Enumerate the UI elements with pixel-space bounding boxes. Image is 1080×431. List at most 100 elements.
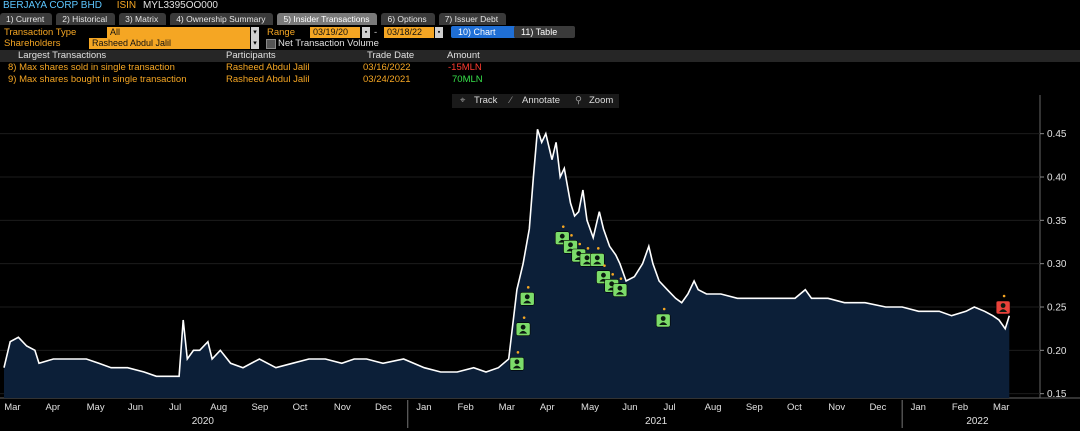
row-amount: -15MLN (448, 62, 482, 73)
row-amount: 70MLN (452, 74, 483, 85)
y-tick-label: 0.45 (1047, 129, 1067, 140)
tab-options[interactable]: 6) Options (381, 13, 435, 25)
x-tick-label: Nov (828, 402, 845, 413)
trade-dot (570, 234, 573, 237)
x-tick-label: Dec (869, 402, 886, 413)
row-label: 8) Max shares sold in single transaction (8, 62, 175, 73)
trade-dot (522, 316, 526, 319)
x-tick-label: Aug (705, 402, 722, 413)
x-tick-label: Aug (210, 402, 227, 413)
isin-value: MYL3395OO000 (142, 0, 218, 11)
range-end-calendar-icon[interactable]: ▪ (435, 27, 443, 38)
shareholders-dropdown-icon[interactable]: ▾ (251, 38, 259, 49)
magnifier-icon[interactable]: ⚲ (575, 95, 582, 106)
tab-matrix[interactable]: 3) Matrix (119, 13, 167, 25)
tab-insider-transactions[interactable]: 5) Insider Transactions (277, 13, 378, 25)
annotate-button[interactable]: Annotate (522, 95, 561, 106)
price-area (4, 129, 1010, 399)
buy-marker[interactable] (612, 283, 628, 297)
range-start-input[interactable]: 03/19/20 (310, 27, 360, 38)
buy-marker[interactable] (563, 240, 578, 254)
transaction-type-label: Transaction Type (4, 27, 77, 38)
x-tick-label: Jun (128, 402, 143, 413)
row-participant: Rasheed Abdul Jalil (226, 62, 310, 73)
trade-dot (516, 351, 520, 354)
year-label: 2021 (645, 416, 668, 427)
tab-issuer-debt[interactable]: 7) Issuer Debt (438, 13, 507, 25)
x-tick-label: Nov (334, 402, 351, 413)
buy-marker[interactable] (509, 357, 525, 371)
net-volume-checkbox[interactable] (266, 39, 276, 49)
y-tick-label: 0.35 (1047, 216, 1067, 227)
buy-marker[interactable] (515, 322, 531, 336)
x-tick-label: Oct (787, 402, 802, 413)
buy-marker[interactable] (519, 292, 535, 306)
trade-dot (578, 242, 582, 246)
trade-dot (526, 286, 530, 289)
shareholders-select[interactable]: Rasheed Abdul Jalil (89, 38, 250, 49)
col-participants[interactable]: Participants (226, 50, 276, 61)
x-tick-label: Sep (746, 402, 763, 413)
pencil-icon[interactable]: ⁄ (510, 95, 512, 106)
col-amount[interactable]: Amount (447, 50, 480, 61)
x-tick-label: May (87, 402, 105, 413)
transaction-type-dropdown-icon[interactable]: ▾ (251, 27, 259, 38)
row-participant: Rasheed Abdul Jalil (226, 74, 310, 85)
x-tick-label: Jan (416, 402, 431, 413)
buy-marker[interactable] (554, 231, 570, 245)
range-separator: - (374, 27, 378, 38)
range-label: Range (267, 27, 295, 38)
x-tick-label: Feb (952, 402, 968, 413)
x-tick-label: Jan (911, 402, 926, 413)
buy-marker[interactable] (579, 253, 595, 267)
col-largest-transactions[interactable]: Largest Transactions (18, 50, 107, 61)
x-tick-label: Dec (375, 402, 392, 413)
range-end-input[interactable]: 03/18/22 (384, 27, 434, 38)
security-header: BERJAYA CORP BHD ISIN MYL3395OO000 (0, 0, 1080, 12)
row-date: 03/16/2022 (363, 62, 411, 73)
zoom-button[interactable]: Zoom (589, 95, 614, 106)
x-tick-label: Jun (622, 402, 637, 413)
summary-table-header: Largest Transactions Participants Trade … (0, 50, 1080, 62)
buy-marker[interactable] (655, 313, 671, 328)
tab-historical[interactable]: 2) Historical (56, 13, 116, 25)
x-tick-label: Oct (293, 402, 308, 413)
chart-toolbar: ⌖ Track ⁄ Annotate ⚲ Zoom (452, 94, 619, 108)
trade-dot (662, 307, 666, 311)
trade-dot (586, 247, 590, 250)
row-label: 9) Max shares bought in single transacti… (8, 74, 187, 85)
function-tabs: 1) Current 2) Historical 3) Matrix 4) Ow… (0, 13, 507, 25)
year-label: 2022 (966, 416, 989, 427)
trade-dot (596, 247, 600, 250)
trade-dot (611, 273, 614, 276)
buy-marker[interactable] (589, 253, 605, 267)
x-tick-label: Jul (169, 402, 181, 413)
isin-label: ISIN (116, 0, 137, 11)
crosshair-icon[interactable]: ⌖ (460, 95, 466, 106)
range-start-calendar-icon[interactable]: ▪ (362, 27, 370, 38)
tab-current[interactable]: 1) Current (0, 13, 53, 25)
x-tick-label: Feb (457, 402, 473, 413)
x-tick-label: Mar (4, 402, 20, 413)
buy-marker[interactable] (604, 279, 620, 293)
year-label: 2020 (192, 416, 215, 427)
trade-dot (603, 264, 606, 267)
buy-marker[interactable] (571, 248, 587, 263)
y-tick-label: 0.40 (1047, 173, 1067, 184)
x-tick-label: May (581, 402, 599, 413)
buy-marker[interactable] (596, 270, 611, 284)
y-tick-label: 0.15 (1047, 389, 1067, 400)
transaction-type-select[interactable]: All (107, 27, 250, 38)
x-tick-label: Mar (499, 402, 515, 413)
col-trade-date[interactable]: Trade Date (367, 50, 415, 61)
sell-marker[interactable] (995, 300, 1011, 315)
x-tick-label: Mar (993, 402, 1009, 413)
y-tick-label: 0.20 (1047, 346, 1067, 357)
tab-ownership-summary[interactable]: 4) Ownership Summary (170, 13, 274, 25)
company-name[interactable]: BERJAYA CORP BHD (3, 0, 102, 11)
table-button[interactable]: 11) Table (514, 26, 575, 38)
x-tick-label: Apr (45, 402, 60, 413)
track-button[interactable]: Track (474, 95, 498, 106)
chart-button[interactable]: 10) Chart (451, 26, 516, 38)
trade-dot (619, 277, 623, 280)
